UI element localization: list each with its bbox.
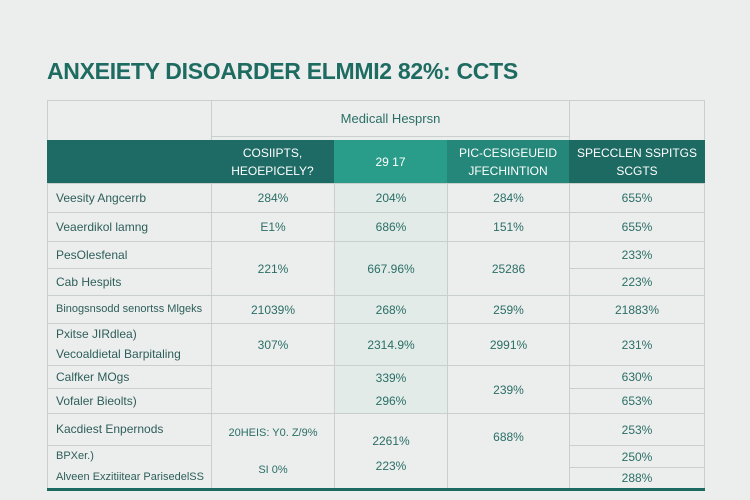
cell: 221% [211,241,335,296]
cell: 667.96% [334,241,448,296]
cell: 688% [447,413,570,489]
cell: 25286 [447,241,570,296]
row-label: BPXer.) Alveen Exzitiitear ParisedelSS [47,445,212,489]
header-empty [47,100,212,141]
cell: 284% [447,183,570,213]
cell: 284% [211,183,335,213]
header-label-col [47,140,211,183]
cell-value: 339% [375,370,407,385]
cell: 250% [569,445,705,468]
cell: 686% [334,212,448,242]
cell: 151% [447,212,570,242]
cell: 21039% [211,295,335,324]
cell: 253% [569,413,705,446]
row-label-line: Alveen Exzitiitear ParisedelSS [56,471,204,483]
row-label: Calfker MOgs [47,365,212,389]
table-bottom-rule [47,488,705,491]
cell: 2991% [447,323,570,366]
cell: 653% [569,388,705,414]
cell: 21883% [569,295,705,324]
cell: 307% [211,323,335,366]
row-label: PesOlesfenal [47,241,212,269]
cell: 2261% 223% [334,413,448,489]
cell: 233% [569,241,705,269]
cell: 223% [569,268,705,296]
row-label: Veaerdikol lamng [47,212,212,242]
row-label: Cab Hespits [47,268,212,296]
cell: 288% [569,467,705,489]
cell: 630% [569,365,705,389]
row-label-line: BPXer.) [56,450,94,462]
cell: 655% [569,212,705,242]
cell: 231% [569,323,705,366]
row-label: Vofaler Bieolts) [47,388,212,414]
cell: 259% [447,295,570,324]
cell-value: SI 0% [258,463,288,476]
cell: 20HEIS: Y0. Z/9% SI 0% [211,413,335,489]
cell: 2314.9% [334,323,448,366]
row-label-line: Pxitse JIRdlea) [56,326,137,341]
header-empty-right [569,100,705,141]
col-header-2: 29 17 [334,140,447,183]
group-header: Medicall Hesprsn [211,100,570,137]
col-header-4: SPECCLEN SSPITGS SCGTS [569,140,705,183]
cell: 268% [334,295,448,324]
cell-value: 2261% [372,433,410,448]
cell-empty [211,365,335,414]
cell-value: 223% [375,458,407,473]
row-label: Kacdiest Enpernods [47,413,212,446]
cell: 339% 296% [334,365,448,414]
page-title: ANXEIETY DISOARDER ELMMI2 82%: CCTS [47,58,518,84]
cell: 655% [569,183,705,213]
row-label: Veesity Angcerrb [47,183,212,213]
cell-value: 296% [375,394,407,409]
cell: 204% [334,183,448,213]
row-label-line: Vecoaldietal Barpitaling [56,347,181,362]
cell: 239% [447,365,570,414]
row-label: Binogsnsodd senortss Mlgeks [47,295,212,324]
cell-value: 20HEIS: Y0. Z/9% [228,426,318,439]
row-label: Pxitse JIRdlea) Vecoaldietal Barpitaling [47,323,212,366]
col-header-1: COSIIPTS, HEOEPICELY? [211,140,334,183]
col-header-3: PIC-CESIGEUEID JFECHINTION [447,140,569,183]
cell: E1% [211,212,335,242]
